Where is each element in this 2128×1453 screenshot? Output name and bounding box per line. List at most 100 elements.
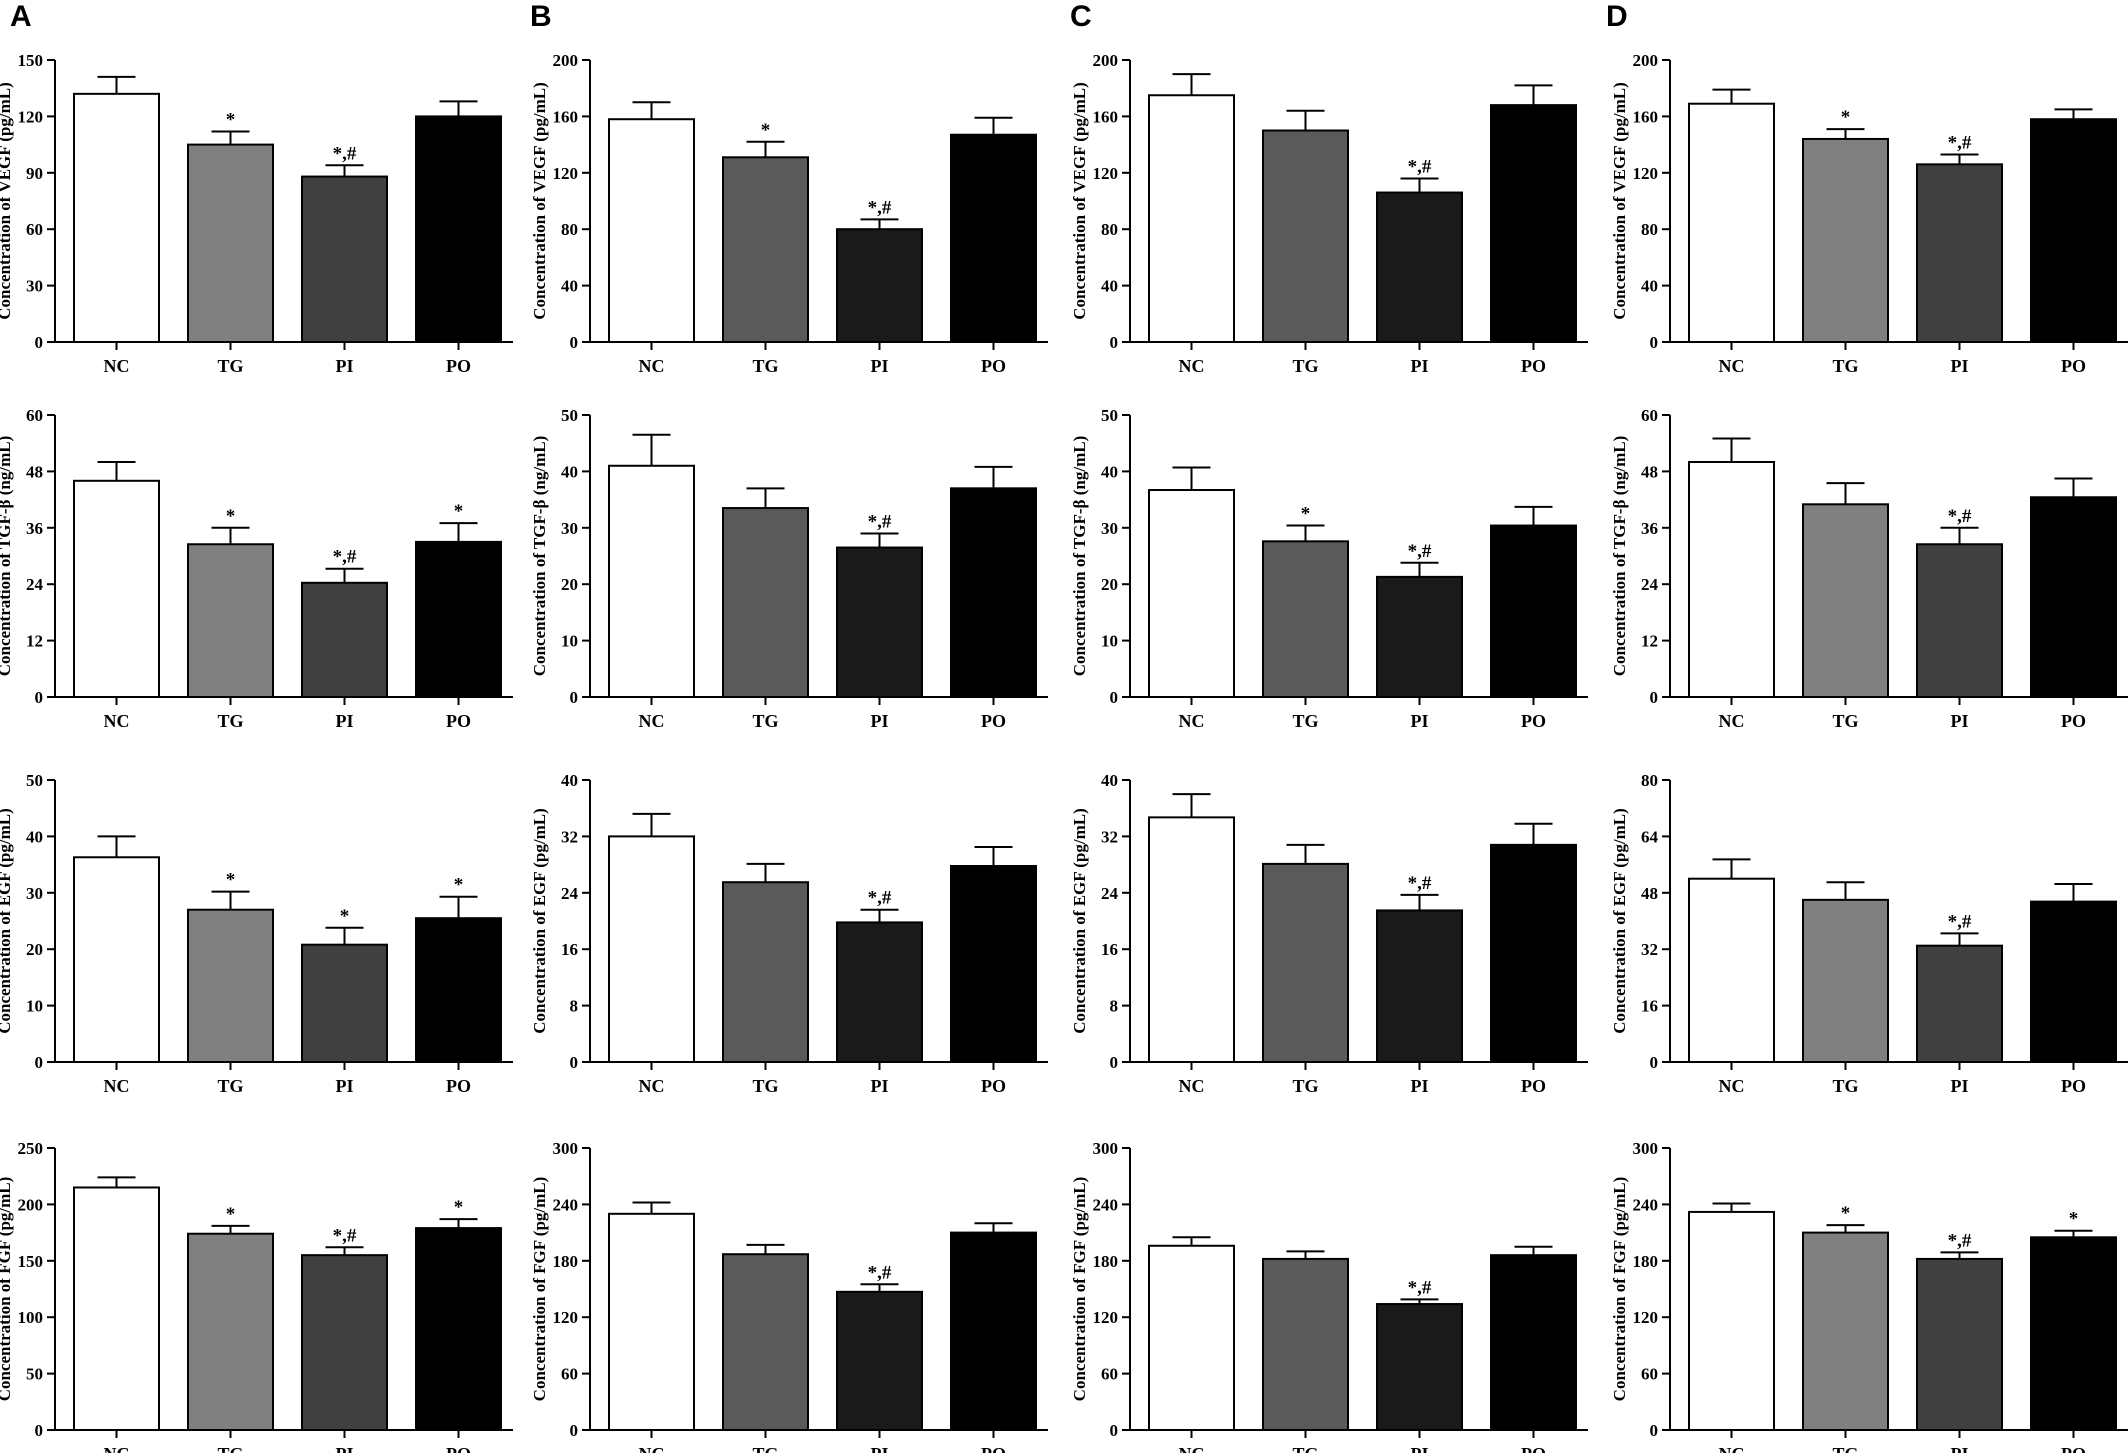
chart-2-x-label-pi: PI (871, 356, 889, 376)
chart-5-y-tick-label-4: 48 (26, 462, 43, 481)
chart-7-y-tick-label-4: 40 (1101, 462, 1118, 481)
chart-10-bar-tg (722, 881, 809, 1063)
chart-11-x-label-nc: NC (1179, 1076, 1205, 1096)
chart-9-bar-tg (187, 908, 274, 1063)
chart-9-x-label-pi: PI (336, 1076, 354, 1096)
chart-8-y-axis-title: Concentration of TGF-β (ng/mL) (1610, 436, 1629, 677)
chart-11-y-tick-label-1: 8 (1110, 997, 1119, 1016)
chart-10-x-label-nc: NC (639, 1076, 665, 1096)
chart-15-bar-po (1490, 1254, 1577, 1432)
chart-6-bar-tg (722, 507, 809, 698)
chart-10-y-tick-label-1: 8 (570, 997, 579, 1016)
chart-6-x-label-tg: TG (752, 711, 778, 731)
chart-1-bar-pi (301, 175, 388, 343)
chart-13-y-tick-label-1: 50 (26, 1365, 43, 1384)
chart-13-y-tick-label-4: 200 (18, 1195, 44, 1214)
chart-6-x-label-nc: NC (639, 711, 665, 731)
chart-4-bar-tg (1802, 137, 1889, 343)
chart-3-annotation-pi: *,# (1408, 156, 1432, 177)
chart-12-x-label-nc: NC (1719, 1076, 1745, 1096)
chart-9-x-label-nc: NC (104, 1076, 130, 1096)
chart-16-bar-tg (1802, 1231, 1889, 1431)
chart-5-y-tick-label-3: 36 (26, 519, 43, 538)
chart-15-y-axis-title: Concentration of FGF (pg/mL) (1070, 1177, 1089, 1402)
chart-12-annotation-pi: *,# (1948, 911, 1972, 932)
chart-16-y-tick-label-2: 120 (1633, 1308, 1659, 1327)
chart-8-bar-nc (1688, 461, 1775, 698)
chart-1-y-tick-label-0: 0 (35, 333, 44, 352)
chart-8-x-label-po: PO (2061, 711, 2086, 731)
chart-5-bar-pi (301, 581, 388, 698)
chart-6-y-tick-label-1: 10 (561, 632, 578, 651)
chart-16-y-tick-label-1: 60 (1641, 1365, 1658, 1384)
chart-5-bar-po (415, 540, 502, 699)
chart-9-bar-nc (73, 856, 160, 1063)
chart-16-annotation-pi: *,# (1948, 1230, 1972, 1251)
chart-6-y-tick-label-0: 0 (570, 688, 579, 707)
chart-1-x-label-pi: PI (336, 356, 354, 376)
chart-7-bar-nc (1148, 489, 1235, 698)
chart-12-x-label-pi: PI (1951, 1076, 1969, 1096)
chart-14-y-tick-label-1: 60 (561, 1365, 578, 1384)
chart-4-y-tick-label-4: 160 (1633, 107, 1659, 126)
chart-15-x-label-po: PO (1521, 1444, 1546, 1453)
chart-8-annotation-pi: *,# (1948, 506, 1972, 527)
chart-13-y-tick-label-5: 250 (18, 1139, 44, 1158)
chart-6-y-tick-label-4: 40 (561, 462, 578, 481)
chart-5-x-label-po: PO (446, 711, 471, 731)
chart-2-bar-pi (836, 228, 923, 343)
chart-10-bar-po (950, 865, 1037, 1064)
chart-13-annotation-tg: * (226, 1204, 236, 1225)
chart-4-annotation-tg: * (1841, 107, 1851, 128)
chart-3-bar-po (1490, 104, 1577, 344)
chart-2-annotation-pi: *,# (868, 197, 892, 218)
chart-8-bar-pi (1916, 543, 2003, 698)
chart-4-bar-nc (1688, 102, 1775, 343)
chart-3-bar-tg (1262, 129, 1349, 343)
chart-12-x-label-tg: TG (1832, 1076, 1858, 1096)
chart-3-bar-pi (1376, 191, 1463, 343)
chart-9-y-tick-label-1: 10 (26, 997, 43, 1016)
chart-12-y-tick-label-1: 16 (1641, 997, 1658, 1016)
chart-9-y-axis-title: Concentration of EGF (pg/mL) (0, 808, 14, 1034)
chart-10-y-tick-label-5: 40 (561, 771, 578, 790)
chart-16-y-tick-label-0: 0 (1650, 1421, 1659, 1440)
chart-15-bar-nc (1148, 1244, 1235, 1432)
chart-14-y-axis-title: Concentration of FGF (pg/mL) (530, 1177, 549, 1402)
chart-6-bar-po (950, 487, 1037, 698)
chart-5-annotation-po: * (454, 501, 464, 522)
chart-1-x-label-tg: TG (217, 356, 243, 376)
chart-11-y-axis-title: Concentration of EGF (pg/mL) (1070, 808, 1089, 1034)
chart-1-y-tick-label-2: 60 (26, 220, 43, 239)
chart-6-x-label-pi: PI (871, 711, 889, 731)
chart-5-y-axis-title: Concentration of TGF-β (ng/mL) (0, 436, 14, 677)
chart-10-y-axis-title: Concentration of EGF (pg/mL) (530, 808, 549, 1034)
chart-14-y-tick-label-3: 180 (553, 1252, 579, 1271)
chart-12-y-tick-label-2: 32 (1641, 940, 1658, 959)
chart-15-y-tick-label-3: 180 (1093, 1252, 1119, 1271)
chart-11-x-label-tg: TG (1292, 1076, 1318, 1096)
chart-4-bar-po (2030, 118, 2117, 343)
chart-12-bar-nc (1688, 877, 1775, 1064)
chart-11-bar-nc (1148, 816, 1235, 1063)
chart-8-bar-po (2030, 496, 2117, 698)
chart-3-y-axis-title: Concentration of VEGF (pg/mL) (1070, 82, 1089, 320)
chart-12-y-tick-label-5: 80 (1641, 771, 1658, 790)
chart-8-x-label-nc: NC (1719, 711, 1745, 731)
chart-3-x-label-nc: NC (1179, 356, 1205, 376)
chart-7-x-label-nc: NC (1179, 711, 1205, 731)
chart-15-y-tick-label-5: 300 (1093, 1139, 1119, 1158)
chart-14-y-tick-label-5: 300 (553, 1139, 579, 1158)
chart-11-x-label-pi: PI (1411, 1076, 1429, 1096)
chart-9-y-tick-label-5: 50 (26, 771, 43, 790)
chart-4-y-tick-label-5: 200 (1633, 51, 1659, 70)
chart-2-x-label-tg: TG (752, 356, 778, 376)
chart-12-y-tick-label-3: 48 (1641, 884, 1658, 903)
chart-2-bar-tg (722, 156, 809, 343)
chart-6-y-tick-label-2: 20 (561, 575, 578, 594)
chart-11-bar-pi (1376, 909, 1463, 1063)
chart-4-y-tick-label-3: 120 (1633, 164, 1659, 183)
chart-11-y-tick-label-3: 24 (1101, 884, 1119, 903)
chart-10-y-tick-label-3: 24 (561, 884, 579, 903)
